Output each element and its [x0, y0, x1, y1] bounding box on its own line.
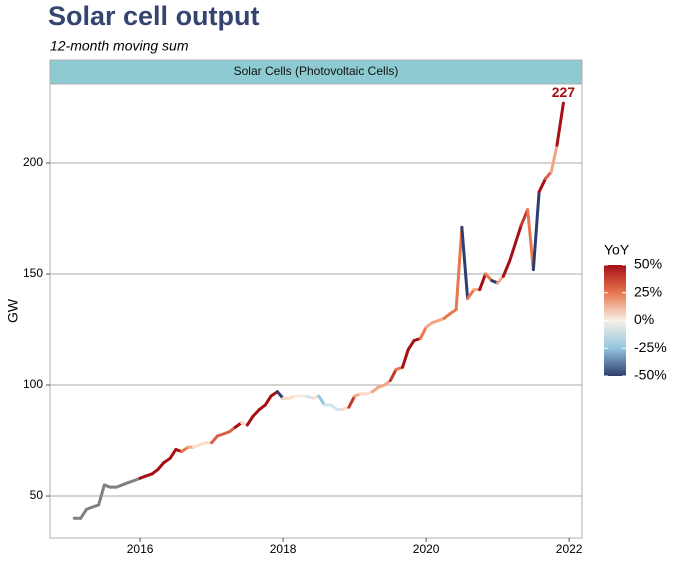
colorbar-label: -50%	[634, 367, 667, 383]
line-segment	[263, 394, 273, 407]
line-segment	[483, 272, 494, 283]
line-segment	[347, 394, 357, 409]
line-segment	[388, 367, 398, 383]
colorbar-label: 0%	[634, 311, 654, 327]
line-segment	[549, 143, 559, 174]
x-tick-label: 2016	[127, 542, 154, 556]
y-axis-label: GW	[5, 298, 21, 323]
panel	[49, 83, 583, 539]
colorbar-label: 25%	[634, 283, 662, 299]
line-segment	[97, 483, 106, 507]
line-segment	[168, 447, 178, 460]
facet-strip	[49, 59, 583, 85]
line-segment	[537, 177, 548, 194]
line-segment	[526, 208, 535, 272]
line-segment	[406, 339, 416, 352]
y-tick-label: 150	[23, 266, 43, 280]
x-tick-label: 2020	[413, 542, 440, 556]
line-segment	[245, 414, 255, 427]
line-segment	[508, 241, 517, 263]
line-segment	[514, 223, 523, 245]
line-segment	[251, 407, 262, 418]
x-tick-label: 2018	[270, 542, 297, 556]
line-segment	[418, 325, 428, 340]
colorbar	[604, 265, 626, 376]
legend-title: YoY	[604, 242, 630, 258]
chart-title: Solar cell output	[48, 1, 260, 31]
line-segment	[501, 259, 512, 278]
y-tick-label: 200	[23, 155, 43, 169]
line-segment	[531, 190, 541, 272]
colorbar-label: -25%	[634, 339, 667, 355]
chart-subtitle: 12-month moving sum	[50, 38, 189, 54]
line-segment	[466, 288, 476, 300]
line-segment	[454, 225, 464, 312]
line-segment	[478, 272, 487, 292]
annotation: 227	[552, 84, 576, 100]
facet-label: Solar Cells (Photovoltaic Cells)	[234, 64, 399, 78]
line-segment	[401, 348, 410, 369]
line-segment	[555, 101, 565, 147]
line-segment	[79, 507, 88, 520]
line-segment	[317, 394, 327, 407]
y-tick-label: 50	[30, 488, 44, 502]
x-tick-label: 2022	[556, 542, 583, 556]
line-segment	[460, 225, 470, 300]
y-tick-label: 100	[23, 377, 43, 391]
colorbar-label: 50%	[634, 256, 662, 272]
